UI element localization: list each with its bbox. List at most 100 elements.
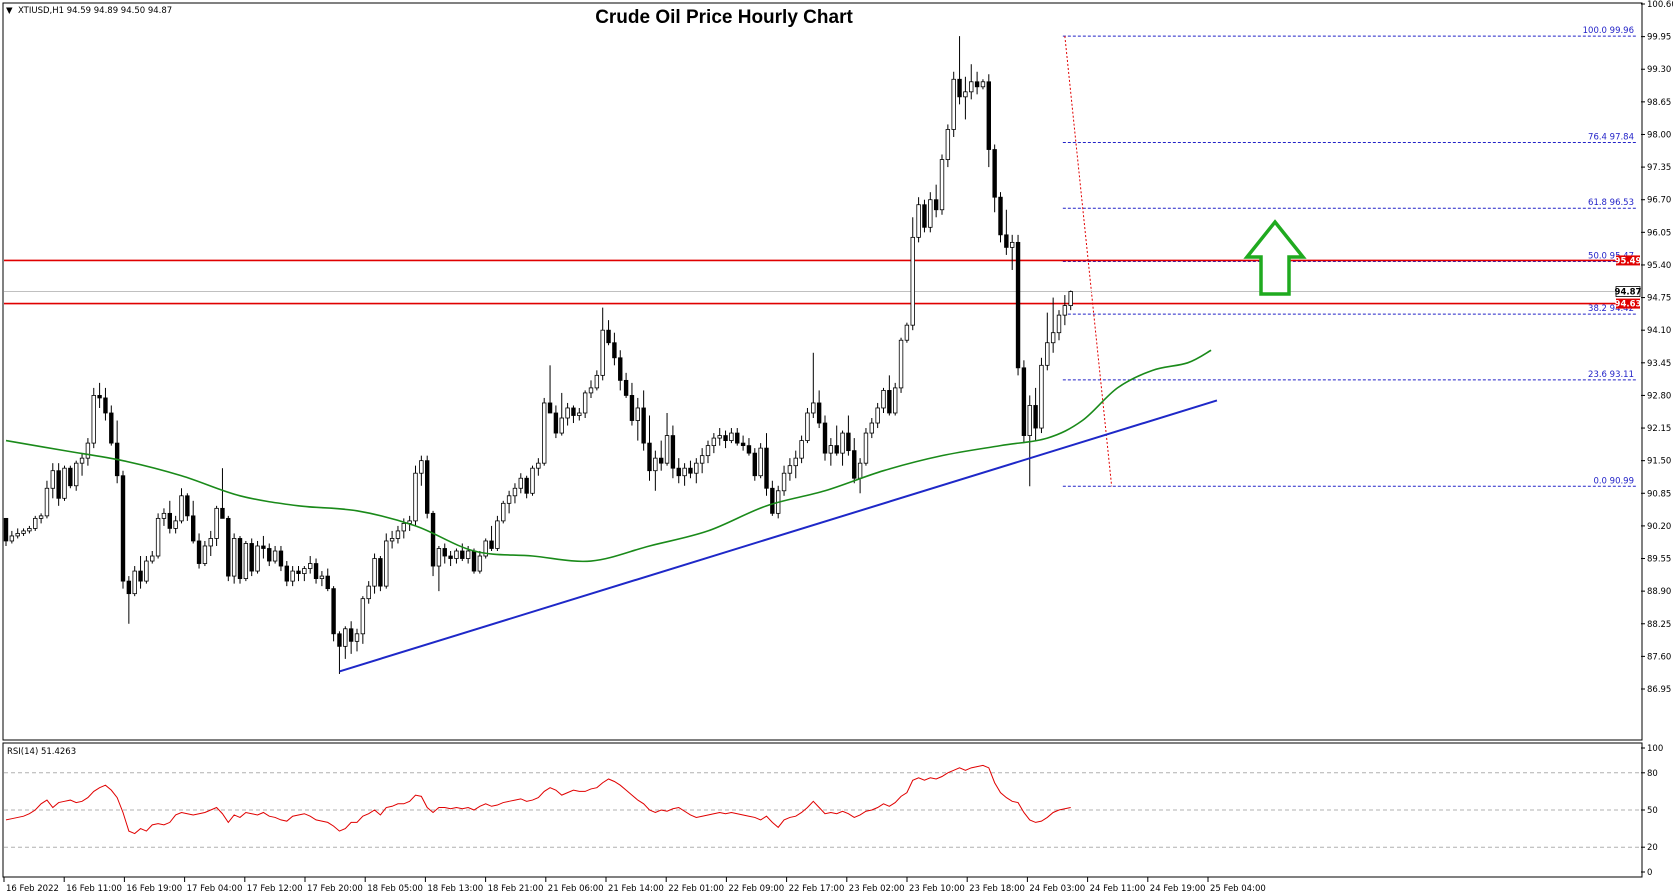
bullish-candle bbox=[38, 515, 44, 519]
bearish-candle bbox=[618, 357, 623, 381]
bullish-candle bbox=[694, 462, 699, 474]
time-tick-label: 17 Feb 20:00 bbox=[307, 884, 363, 894]
bearish-candle bbox=[424, 460, 430, 514]
rsi-line bbox=[5, 764, 1071, 835]
bearish-candle bbox=[185, 495, 190, 517]
time-tick-label: 24 Feb 19:00 bbox=[1150, 884, 1206, 894]
bullish-candle bbox=[1010, 241, 1015, 248]
bullish-candle bbox=[857, 462, 863, 479]
bullish-candle bbox=[62, 467, 67, 499]
bullish-candle bbox=[307, 563, 313, 569]
price-tick-label: 92.15 bbox=[1647, 424, 1671, 434]
price-tick-label: 97.35 bbox=[1647, 163, 1671, 173]
rsi-label: RSI(14) 51.4263 bbox=[7, 747, 76, 757]
price-tick-label: 98.00 bbox=[1647, 130, 1671, 140]
bullish-candle bbox=[419, 460, 424, 474]
price-tick-label: 93.45 bbox=[1647, 359, 1671, 369]
bullish-candle bbox=[155, 517, 161, 557]
bullish-candle bbox=[805, 412, 810, 441]
bullish-candle bbox=[536, 462, 541, 469]
bullish-candle bbox=[79, 457, 85, 464]
bearish-candle bbox=[296, 570, 301, 574]
bullish-candle bbox=[828, 445, 834, 454]
bearish-candle bbox=[647, 442, 652, 472]
fib-diagonal-line bbox=[1064, 36, 1113, 487]
bearish-candle bbox=[196, 540, 202, 564]
fib-level-label: 61.8 96.53 bbox=[1588, 198, 1634, 208]
collapse-triangle-icon[interactable]: ▼ bbox=[6, 6, 13, 16]
bearish-candle bbox=[138, 570, 143, 582]
bullish-candle bbox=[781, 472, 787, 492]
bullish-candle bbox=[243, 543, 249, 579]
time-tick-label: 16 Feb 11:00 bbox=[66, 884, 122, 894]
bullish-candle bbox=[150, 555, 155, 562]
bullish-candle bbox=[869, 422, 874, 434]
price-tick-label: 99.30 bbox=[1647, 65, 1671, 75]
bearish-candle bbox=[226, 517, 231, 577]
bullish-candle bbox=[594, 374, 600, 389]
bullish-candle bbox=[255, 545, 260, 572]
bullish-candle bbox=[600, 329, 605, 376]
bearish-candle bbox=[103, 397, 108, 414]
time-tick-label: 25 Feb 04:00 bbox=[1210, 884, 1266, 894]
bullish-candle bbox=[454, 550, 459, 559]
bullish-candle bbox=[366, 585, 371, 600]
bearish-candle bbox=[816, 402, 822, 424]
bullish-candle bbox=[436, 548, 442, 567]
bullish-candle bbox=[401, 522, 406, 532]
fib-level-label: 76.4 97.84 bbox=[1588, 133, 1634, 143]
rsi-tick-label: 100 bbox=[1647, 744, 1663, 754]
bullish-candle bbox=[1062, 305, 1068, 316]
bearish-candle bbox=[378, 558, 383, 587]
time-axis: 16 Feb 2022 16 Feb 11:00 16 Feb 19:00 17 Fe… bbox=[3, 877, 1266, 894]
bullish-candle bbox=[811, 402, 816, 414]
bearish-candle bbox=[278, 550, 284, 567]
bullish-candle bbox=[161, 512, 167, 519]
bearish-candle bbox=[723, 435, 728, 441]
bearish-candle bbox=[1004, 234, 1009, 248]
bullish-candle bbox=[565, 407, 570, 419]
bearish-candle bbox=[190, 515, 196, 542]
time-tick-label: 21 Feb 06:00 bbox=[548, 884, 604, 894]
bearish-candle bbox=[629, 395, 635, 421]
bullish-candle bbox=[939, 159, 945, 211]
bullish-candle bbox=[15, 533, 20, 537]
bullish-candle bbox=[389, 538, 395, 542]
bearish-candle bbox=[752, 452, 757, 477]
bearish-candle bbox=[348, 628, 354, 642]
bullish-candle bbox=[501, 502, 506, 522]
bullish-candle bbox=[928, 199, 933, 228]
bullish-candle bbox=[1027, 405, 1032, 436]
bearish-candle bbox=[606, 329, 611, 344]
rsi-tick-label: 20 bbox=[1647, 843, 1658, 853]
price-tick-label: 98.65 bbox=[1647, 98, 1671, 108]
bearish-candle bbox=[688, 467, 693, 474]
price-tick-label: 92.80 bbox=[1647, 391, 1671, 401]
bullish-candle bbox=[50, 470, 55, 489]
bearish-candle bbox=[846, 432, 851, 452]
bullish-candle bbox=[559, 417, 564, 434]
bearish-candle bbox=[1015, 241, 1021, 369]
bullish-candle bbox=[635, 407, 640, 421]
bullish-candle bbox=[980, 81, 986, 88]
bullish-candle bbox=[893, 387, 898, 414]
resistance-price-label: 94.63 bbox=[1615, 300, 1642, 310]
bearish-candle bbox=[822, 422, 828, 454]
bullish-candle bbox=[179, 495, 184, 522]
bullish-candle bbox=[1050, 332, 1056, 344]
price-tick-label: 88.25 bbox=[1647, 620, 1671, 630]
bullish-candle bbox=[881, 390, 886, 409]
bearish-candle bbox=[120, 475, 126, 582]
bearish-candle bbox=[261, 545, 266, 549]
bullish-candle bbox=[969, 81, 974, 93]
price-tick-label: 94.10 bbox=[1647, 326, 1671, 336]
bearish-candle bbox=[922, 204, 927, 228]
time-tick-label: 16 Feb 19:00 bbox=[126, 884, 182, 894]
bullish-candle bbox=[208, 538, 213, 547]
bullish-candle bbox=[495, 520, 500, 549]
bullish-candle bbox=[85, 442, 91, 459]
bullish-candle bbox=[483, 540, 488, 557]
rsi-panel-frame bbox=[2, 742, 1643, 878]
bullish-candle bbox=[384, 540, 389, 587]
bullish-candle bbox=[27, 528, 32, 532]
